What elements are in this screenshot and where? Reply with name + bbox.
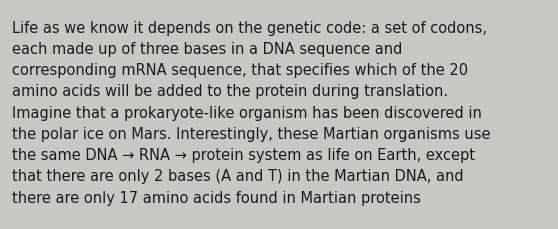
Text: Life as we know it depends on the genetic code: a set of codons,
each made up of: Life as we know it depends on the geneti… <box>12 21 491 205</box>
